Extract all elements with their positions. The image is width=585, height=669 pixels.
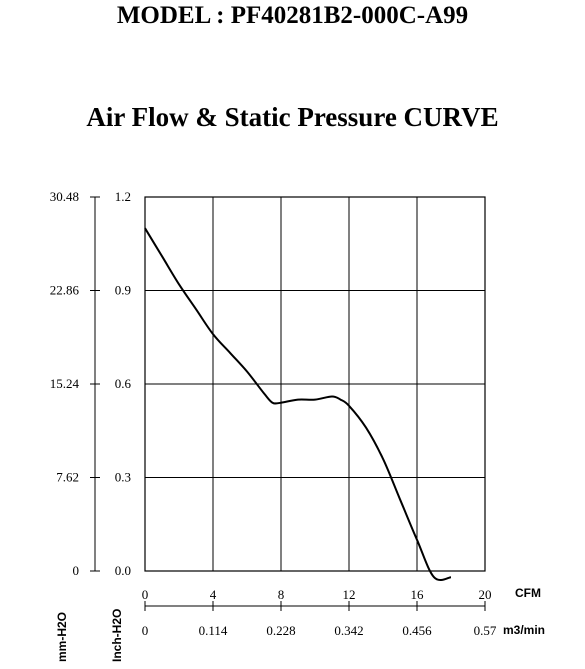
x-unit-cfm: CFM	[515, 586, 541, 600]
y-tick-label: 0.3	[115, 470, 131, 485]
x-tick-label: 20	[479, 587, 492, 602]
x-secondary-tick-label: 0.114	[199, 623, 228, 638]
x-tick-label: 8	[278, 587, 285, 602]
x-secondary-tick-label: 0.342	[334, 623, 363, 638]
curve-title: Air Flow & Static Pressure CURVE	[86, 102, 499, 132]
y-unit-inch: Inch-H2O	[110, 609, 124, 662]
pressure-curve	[144, 227, 452, 581]
x-secondary-tick-label: 0.456	[402, 623, 432, 638]
y-secondary-tick-label: 15.24	[50, 376, 80, 391]
y-tick-label: 0.6	[115, 376, 132, 391]
chart-grid	[144, 196, 486, 572]
bottom-axes: 0 0 4 0.114 8 0.228 12 0.342 16 0.456 20 0.57	[142, 587, 497, 638]
y-secondary-tick-label: 7.62	[56, 470, 79, 485]
y-tick-label: 0.0	[115, 563, 131, 578]
y-secondary-tick-label: 22.86	[50, 283, 80, 298]
x-secondary-tick-label: 0	[142, 623, 149, 638]
y-unit-mm: mm-H2O	[55, 612, 69, 662]
y-tick-label: 1.2	[115, 189, 131, 204]
left-axes: 0 0.0 7.62 0.3 15.24 0.6 22.86 0.9 30.48 1.2	[50, 189, 132, 578]
model-title: MODEL : PF40281B2-000C-A99	[116, 2, 469, 29]
x-tick-label: 0	[142, 587, 149, 602]
x-unit-m3min: m3/min	[503, 623, 545, 637]
y-tick-label: 0.9	[115, 283, 131, 298]
x-secondary-tick-label: 0.57	[474, 623, 497, 638]
y-secondary-tick-label: 30.48	[50, 189, 79, 204]
x-tick-label: 16	[411, 587, 425, 602]
x-tick-label: 4	[210, 587, 217, 602]
x-tick-label: 12	[343, 587, 356, 602]
y-secondary-tick-label: 0	[73, 563, 80, 578]
x-secondary-tick-label: 0.228	[266, 623, 295, 638]
